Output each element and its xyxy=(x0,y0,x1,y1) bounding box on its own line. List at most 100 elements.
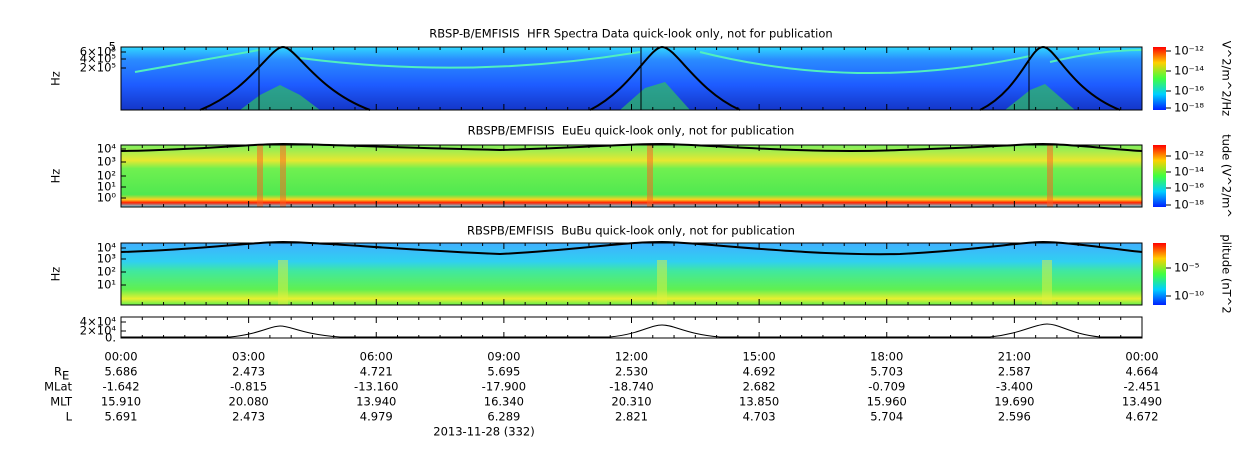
ephemeris-value: 5.703 xyxy=(870,365,903,379)
y-tick-label: 2×10⁴ xyxy=(80,324,117,338)
y-tick-label: 10⁴ xyxy=(97,241,117,255)
ephemeris-label: R xyxy=(54,365,62,379)
y-tick-label: 10² xyxy=(97,169,116,183)
panel-title: RBSPB/EMFISIS BuBu quick-look only, not … xyxy=(467,224,795,238)
time-label: 15:00 xyxy=(743,350,776,364)
colorbar-label: plitude (nT^2 xyxy=(1220,234,1234,313)
ephemeris-value: 15.960 xyxy=(867,395,907,409)
y-tick-label: 4×10⁴ xyxy=(80,315,117,329)
y-tick-label: 10⁰ xyxy=(97,191,117,205)
colorbar xyxy=(1153,47,1166,110)
ephemeris-value: 2.596 xyxy=(998,410,1031,424)
ephemeris-value: 5.695 xyxy=(487,365,520,379)
ephemeris-label-sub: E xyxy=(62,369,69,383)
time-label: 06:00 xyxy=(360,350,393,364)
time-label: 00:00 xyxy=(1125,350,1158,364)
y-tick-label: 10⁴ xyxy=(97,142,117,156)
ephemeris-value: -0.815 xyxy=(230,380,267,394)
colorbar-tick-label: 10⁻¹⁶ xyxy=(1174,181,1204,195)
ephemeris-label: MLat xyxy=(44,380,72,394)
ephemeris-value: 19.690 xyxy=(994,395,1034,409)
ephemeris-value: 5.704 xyxy=(870,410,903,424)
ephemeris-value: 2.473 xyxy=(232,365,265,379)
y-tick-label: 6×10⁵ xyxy=(80,45,117,59)
colorbar-tick-label: 10⁻¹⁴ xyxy=(1174,64,1204,78)
ephemeris-label: L xyxy=(66,410,73,424)
ephemeris-value: -2.451 xyxy=(1123,380,1160,394)
ephemeris-value: 2.530 xyxy=(615,365,648,379)
y-tick-label: 0. xyxy=(105,331,116,345)
ephemeris-value: -13.160 xyxy=(354,380,398,394)
ephemeris-value: 5.691 xyxy=(105,410,138,424)
cutoff-line xyxy=(258,47,1030,110)
colorbar xyxy=(1153,243,1166,305)
colorbar-tick-label: 10⁻¹⁰ xyxy=(1174,289,1204,303)
wave-burst xyxy=(278,260,1052,305)
time-label: 21:00 xyxy=(998,350,1031,364)
ephemeris-value: 20.310 xyxy=(611,395,651,409)
colorbar-label: tude (V^2/m^ xyxy=(1220,134,1234,218)
spectral-feature xyxy=(134,49,1143,75)
ephemeris-value: 16.340 xyxy=(484,395,524,409)
y-tick-label: 10² xyxy=(97,265,116,279)
spectrogram xyxy=(121,243,1142,305)
wave-burst xyxy=(257,145,1053,207)
y-tick-label: 10³ xyxy=(97,155,117,169)
density-line xyxy=(121,323,1142,338)
cyclotron-curve xyxy=(120,142,1143,152)
ephemeris-value: 13.940 xyxy=(356,395,396,409)
ephemeris-value: -0.709 xyxy=(868,380,905,394)
y-tick-label: 5 xyxy=(109,40,116,54)
ephemeris-value: 4.692 xyxy=(743,365,776,379)
time-label: 09:00 xyxy=(487,350,520,364)
time-label: 03:00 xyxy=(232,350,265,364)
colorbar xyxy=(1153,145,1166,207)
ephemeris-value: -1.642 xyxy=(102,380,139,394)
ephemeris-value: 4.664 xyxy=(1126,365,1159,379)
ephemeris-value: 4.672 xyxy=(1126,410,1159,424)
ephemeris-value: 4.703 xyxy=(743,410,776,424)
date-label: 2013-11-28 (332) xyxy=(433,425,534,439)
colorbar-tick-label: 10⁻⁵ xyxy=(1174,261,1200,275)
y-tick-label: 10³ xyxy=(97,252,117,266)
ephemeris-value: 2.587 xyxy=(998,365,1031,379)
colorbar-tick-label: 10⁻¹⁴ xyxy=(1174,165,1204,179)
y-axis-label: Hz xyxy=(49,267,63,282)
ephemeris-value: -3.400 xyxy=(996,380,1033,394)
colorbar-tick-label: 10⁻¹⁶ xyxy=(1174,84,1204,98)
colorbar-tick-label: 10⁻¹⁸ xyxy=(1174,198,1204,212)
y-axis-label: Hz xyxy=(49,71,63,86)
colorbar-tick-label: 10⁻¹² xyxy=(1174,149,1204,163)
ephemeris-value: 5.686 xyxy=(105,365,138,379)
ephemeris-value: 20.080 xyxy=(229,395,269,409)
time-label: 18:00 xyxy=(870,350,903,364)
ephemeris-value: 4.721 xyxy=(360,365,393,379)
ephemeris-label: MLT xyxy=(50,395,73,409)
colorbar-tick-label: 10⁻¹⁸ xyxy=(1174,101,1204,115)
ephemeris-value: 13.850 xyxy=(739,395,779,409)
ephemeris-value: 15.910 xyxy=(101,395,141,409)
ephemeris-value: 2.473 xyxy=(232,410,265,424)
ephemeris-value: 2.821 xyxy=(615,410,648,424)
colorbar-tick-label: 10⁻¹² xyxy=(1174,44,1204,58)
time-label: 12:00 xyxy=(615,350,648,364)
panel-title: RBSP-B/EMFISIS HFR Spectra Data quick-lo… xyxy=(429,27,832,41)
y-tick-label: 10¹ xyxy=(97,278,116,292)
ephemeris-value: 4.979 xyxy=(360,410,393,424)
time-label: 00:00 xyxy=(104,350,137,364)
y-axis-label: Hz xyxy=(49,169,63,184)
ephemeris-value: -17.900 xyxy=(482,380,526,394)
y-tick-label: 2×10⁵ xyxy=(80,61,117,75)
ephemeris-value: 2.682 xyxy=(743,380,776,394)
colorbar-label: V^2/m^2/Hz xyxy=(1220,41,1234,116)
plots xyxy=(120,45,1166,339)
ephemeris-value: -18.740 xyxy=(609,380,653,394)
ephemeris-value: 6.289 xyxy=(487,410,520,424)
ephemeris-value: 13.490 xyxy=(1122,395,1162,409)
y-tick-label: 10¹ xyxy=(97,180,116,194)
spectrogram xyxy=(121,145,1142,207)
panel-title: RBSPB/EMFISIS EuEu quick-look only, not … xyxy=(468,124,795,138)
spectral-feature xyxy=(240,82,1075,110)
y-tick-label: 4×10⁵ xyxy=(80,52,117,66)
